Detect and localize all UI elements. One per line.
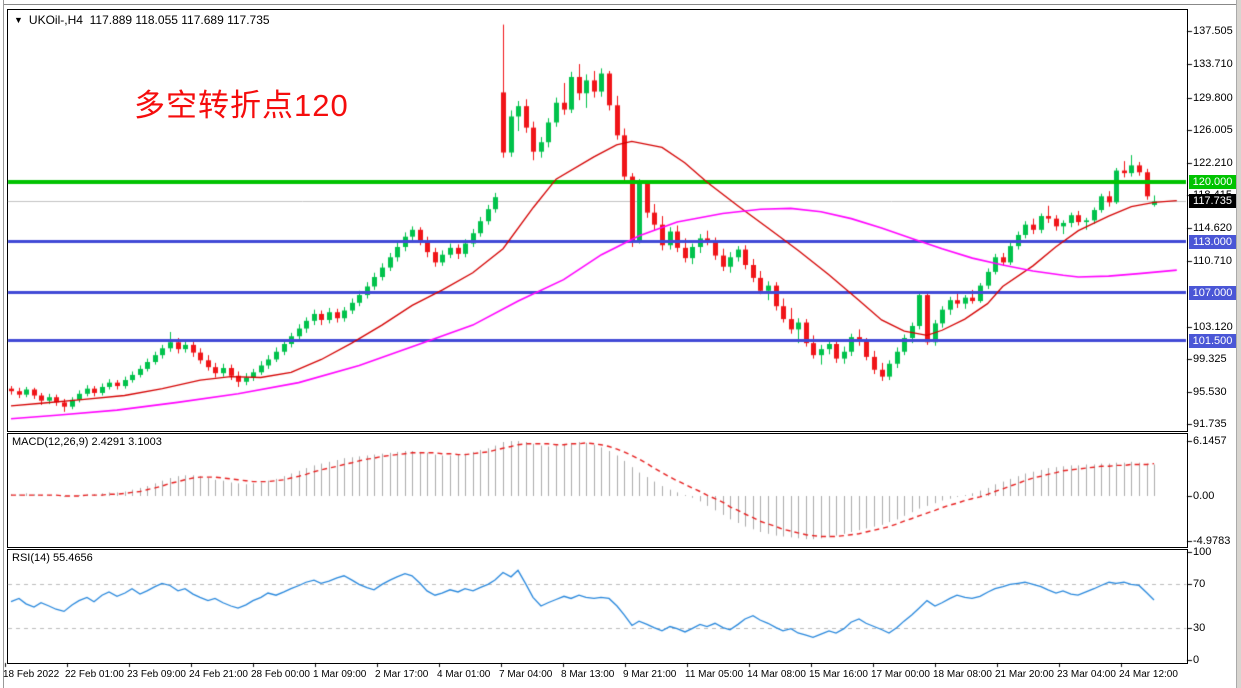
time-tick-label: 2 Mar 17:00	[375, 669, 429, 680]
time-tick-label: 18 Feb 2022	[3, 669, 60, 680]
time-tick-label: 23 Mar 04:00	[1057, 669, 1116, 680]
annotation-text: 多空转折点120	[134, 88, 349, 123]
price-tick-label: 137.505	[1193, 25, 1233, 38]
price-tick-label: 99.325	[1193, 353, 1227, 366]
time-tick-label: 15 Mar 16:00	[809, 669, 868, 680]
rsi-tick-label: 70	[1193, 578, 1206, 591]
price-tick-label: 129.800	[1193, 91, 1233, 104]
price-tick-label: 126.005	[1193, 124, 1233, 137]
macd-tick-label: 6.1457	[1193, 434, 1227, 447]
time-tick-label: 24 Mar 12:00	[1119, 669, 1178, 680]
time-tick-label: 7 Mar 04:00	[499, 669, 553, 680]
price-tick-label: 95.530	[1193, 385, 1227, 398]
time-tick-label: 22 Feb 01:00	[65, 669, 124, 680]
macd-tick-label: 0.00	[1193, 490, 1215, 502]
hline-price-badge: 113.000	[1189, 234, 1236, 249]
symbol-dropdown-icon[interactable]: ▼	[14, 15, 23, 25]
price-tick-label: 133.710	[1193, 58, 1233, 70]
hline-price-badge: 101.500	[1189, 333, 1236, 348]
time-tick-label: 18 Mar 08:00	[933, 669, 992, 680]
time-tick-label: 14 Mar 08:00	[747, 669, 806, 680]
time-tick-label: 11 Mar 05:00	[685, 669, 744, 680]
chart-title: ▼ UKOil-,H4 117.889 118.055 117.689 117.7…	[14, 13, 270, 27]
rsi-tick-label: 0	[1193, 654, 1200, 666]
time-tick-label: 17 Mar 00:00	[871, 669, 930, 680]
time-tick-label: 9 Mar 21:00	[623, 669, 677, 680]
rsi-tick-label: 100	[1193, 546, 1212, 558]
macd-tick-label: -4.9783	[1193, 534, 1231, 547]
rsi-indicator-label: RSI(14) 55.4656	[12, 552, 93, 564]
hline-price-badge: 120.000	[1189, 174, 1236, 189]
macd-indicator-label: MACD(12,26,9) 2.4291 3.1003	[12, 436, 162, 448]
time-tick-label: 23 Feb 09:00	[127, 669, 186, 680]
time-tick-label: 21 Mar 20:00	[995, 669, 1054, 680]
time-tick-label: 28 Feb 00:00	[251, 669, 310, 680]
price-tick-label: 122.210	[1193, 156, 1233, 169]
price-tick-label: 103.120	[1193, 320, 1233, 333]
price-tick-label: 91.735	[1193, 418, 1227, 431]
price-tick-label: 114.620	[1193, 221, 1232, 234]
rsi-tick-label: 30	[1193, 621, 1206, 634]
hline-price-badge: 107.000	[1189, 286, 1236, 301]
time-tick-label: 4 Mar 01:00	[437, 669, 491, 680]
ohlc-values: 117.889 118.055 117.689 117.735	[89, 13, 270, 27]
symbol-period-label: UKOil-,H4	[28, 13, 83, 27]
time-tick-label: 1 Mar 09:00	[313, 669, 367, 680]
price-tick-label: 110.710	[1193, 255, 1232, 268]
current-price-badge: 117.735	[1189, 194, 1236, 209]
time-tick-label: 24 Feb 21:00	[189, 669, 248, 680]
time-tick-label: 8 Mar 13:00	[561, 669, 615, 680]
